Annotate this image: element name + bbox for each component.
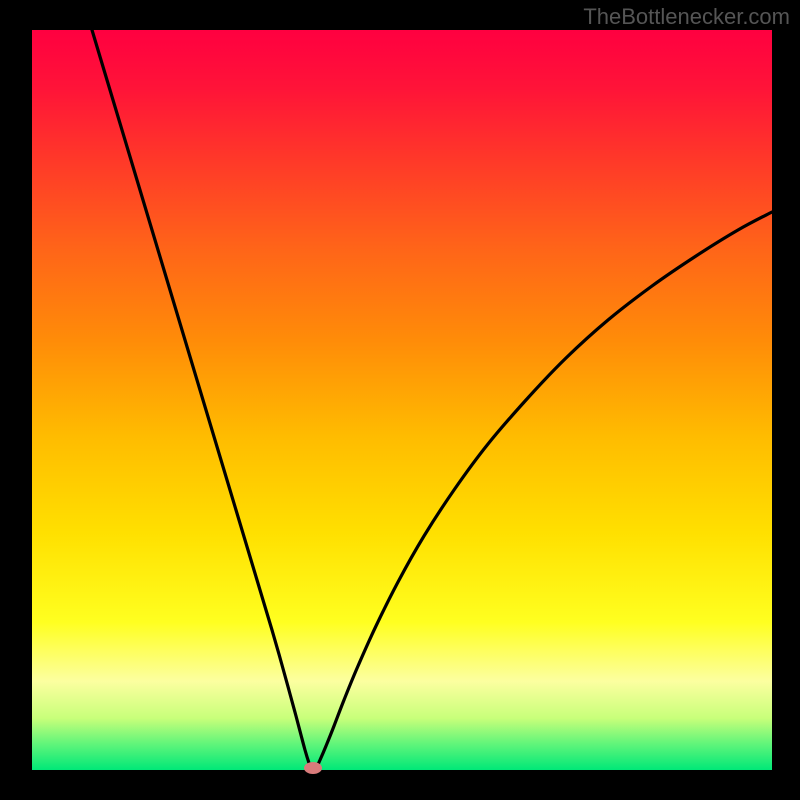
bottleneck-curve	[92, 30, 772, 770]
watermark-text: TheBottlenecker.com	[583, 4, 790, 30]
curve-overlay	[0, 0, 800, 800]
chart-container: TheBottlenecker.com	[0, 0, 800, 800]
optimal-point-marker	[304, 762, 322, 774]
